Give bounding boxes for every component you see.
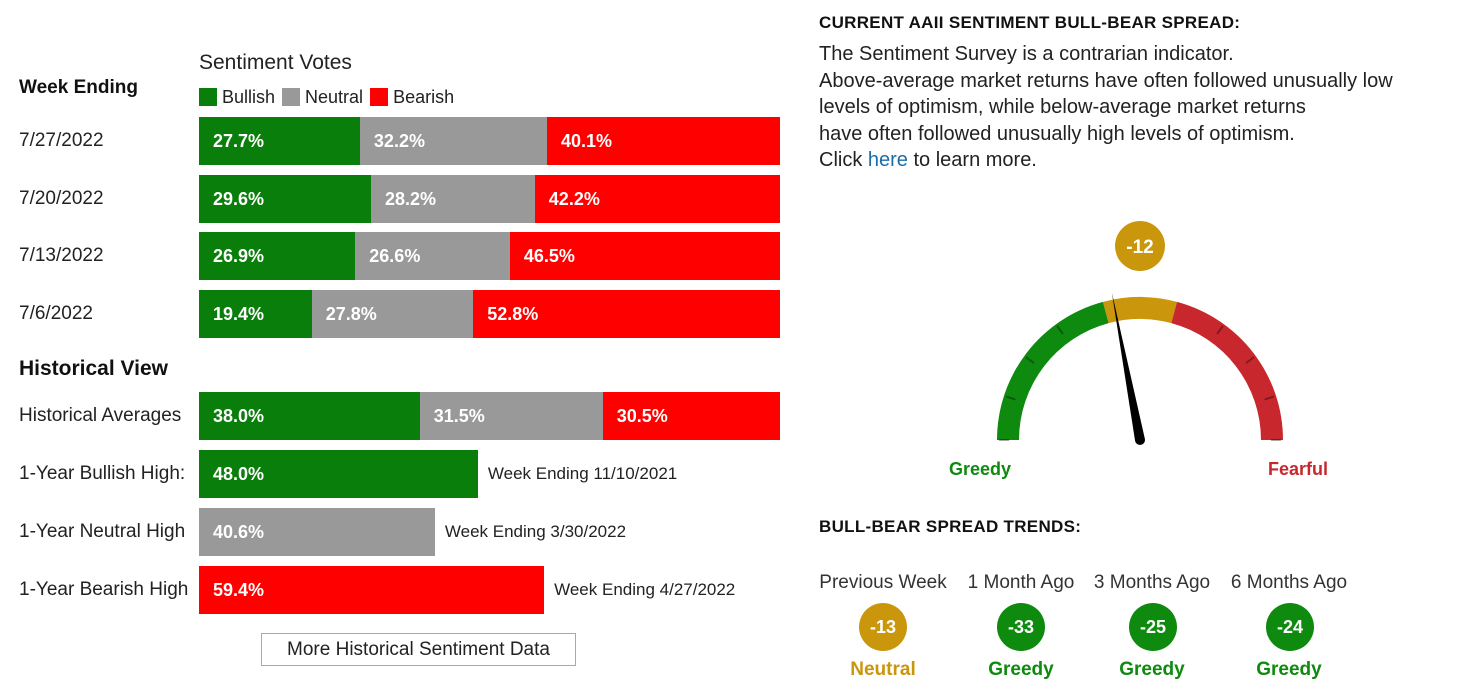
sentiment-votes-title: Sentiment Votes bbox=[199, 51, 352, 74]
gauge-fearful-label: Fearful bbox=[1268, 459, 1328, 479]
legend-item-bearish: Bearish bbox=[370, 87, 454, 108]
trend-value-previous-week: -13 bbox=[859, 603, 907, 651]
stacked-bar-7-13-2022: 26.9% 26.6% 46.5% bbox=[199, 232, 780, 280]
stacked-bar-7-27-2022: 27.7% 32.2% 40.1% bbox=[199, 117, 780, 165]
high-bar-value: 40.6% bbox=[199, 508, 435, 556]
gauge-tick bbox=[1005, 395, 1016, 401]
high-week-note: Week Ending 3/30/2022 bbox=[444, 522, 627, 541]
trend-status-1-month: Greedy bbox=[988, 659, 1054, 680]
legend-item-neutral: Neutral bbox=[282, 87, 363, 108]
stacked-bar-7-6-2022: 19.4% 27.8% 52.8% bbox=[199, 290, 780, 338]
bearish-segment: 30.5% bbox=[602, 392, 780, 440]
neutral-segment: 32.2% bbox=[359, 117, 547, 165]
bullish-segment: 29.6% bbox=[199, 175, 371, 223]
desc-click-text: Click bbox=[819, 149, 868, 171]
historical-view-title: Historical View bbox=[19, 357, 169, 380]
row-label-1-year-bullish-high: 1-Year Bullish High: bbox=[19, 463, 186, 484]
row-label-1-year-neutral-high: 1-Year Neutral High bbox=[19, 521, 186, 542]
high-bar-value: 59.4% bbox=[199, 566, 545, 614]
greedy-arc bbox=[997, 301, 1109, 440]
row-label-7-13-2022: 7/13/2022 bbox=[19, 245, 104, 266]
stacked-bar-7-20-2022: 29.6% 28.2% 42.2% bbox=[199, 175, 780, 223]
row-label-7-27-2022: 7/27/2022 bbox=[19, 130, 104, 151]
trend-value-1-month: -33 bbox=[997, 603, 1045, 651]
row-label-7-6-2022: 7/6/2022 bbox=[19, 303, 93, 324]
legend-label-bullish: Bullish bbox=[222, 86, 276, 107]
high-bar-1-year-bearish-high: 59.4% bbox=[199, 566, 545, 614]
trend-period-previous-week: Previous Week bbox=[819, 572, 947, 593]
legend-label-neutral: Neutral bbox=[305, 86, 364, 107]
neutral-swatch bbox=[282, 88, 301, 106]
week-ending-header: Week Ending bbox=[19, 77, 138, 98]
neutral-segment: 26.6% bbox=[355, 232, 510, 280]
bull-bear-spread-title: CURRENT AAII SENTIMENT BULL-BEAR SPREAD: bbox=[819, 13, 1241, 32]
gauge-tick bbox=[1245, 356, 1255, 364]
legend: Bullish Neutral Bearish bbox=[199, 86, 461, 108]
desc-line-4: Click here to learn more. bbox=[819, 147, 1449, 174]
bearish-segment: 46.5% bbox=[509, 232, 780, 280]
desc-line-2: Above-average market returns have often … bbox=[819, 69, 1393, 119]
gauge-tick bbox=[1025, 356, 1035, 364]
high-bar-1-year-bullish-high: 48.0% bbox=[199, 450, 478, 498]
row-label-historical-averages: Historical Averages bbox=[19, 405, 182, 426]
trend-period-6-months: 6 Months Ago bbox=[1230, 572, 1348, 593]
row-label-1-year-bearish-high: 1-Year Bearish High bbox=[19, 579, 189, 600]
bullish-segment: 27.7% bbox=[199, 117, 360, 165]
bullish-segment: 26.9% bbox=[199, 232, 356, 280]
gauge-arcs bbox=[997, 297, 1283, 440]
neutral-segment: 31.5% bbox=[419, 392, 603, 440]
trend-status-previous-week: Neutral bbox=[850, 659, 916, 680]
high-bar-value: 48.0% bbox=[199, 450, 478, 498]
trend-value-3-months: -25 bbox=[1129, 603, 1177, 651]
high-bar-1-year-neutral-high: 40.6% bbox=[199, 508, 435, 556]
bearish-segment: 42.2% bbox=[534, 175, 780, 223]
legend-item-bullish: Bullish bbox=[199, 87, 275, 108]
bullish-segment: 19.4% bbox=[199, 290, 312, 338]
trend-period-3-months: 3 Months Ago bbox=[1093, 572, 1211, 593]
fearful-arc bbox=[1171, 301, 1283, 440]
trend-period-1-month: 1 Month Ago bbox=[967, 572, 1075, 593]
gauge-greedy-label: Greedy bbox=[949, 459, 1011, 479]
desc-line-3: have often followed unusually high level… bbox=[819, 122, 1295, 145]
gauge-tick bbox=[1056, 325, 1064, 335]
legend-label-bearish: Bearish bbox=[393, 86, 455, 107]
trends-title: BULL-BEAR SPREAD TRENDS: bbox=[819, 517, 1082, 536]
spread-gauge: -12 Greedy Fearful bbox=[949, 221, 1328, 479]
trend-status-6-months: Greedy bbox=[1256, 659, 1322, 680]
row-label-7-20-2022: 7/20/2022 bbox=[19, 188, 104, 209]
gauge-tick bbox=[1264, 395, 1275, 401]
neutral-segment: 27.8% bbox=[311, 290, 474, 338]
gauge-needle bbox=[1111, 292, 1145, 441]
bearish-segment: 40.1% bbox=[547, 117, 780, 165]
desc-after-text: to learn more. bbox=[907, 149, 1037, 171]
contrarian-description: The Sentiment Survey is a contrarian ind… bbox=[819, 41, 1449, 174]
bearish-swatch bbox=[370, 88, 389, 106]
gauge-value-label: -12 bbox=[1126, 237, 1153, 258]
high-week-note: Week Ending 4/27/2022 bbox=[554, 580, 736, 599]
learn-more-link[interactable]: here bbox=[867, 149, 908, 171]
trend-value-6-months: -24 bbox=[1266, 603, 1314, 651]
desc-line-1: The Sentiment Survey is a contrarian ind… bbox=[819, 43, 1234, 65]
neutral-arc bbox=[1102, 297, 1178, 324]
more-historical-data-button[interactable]: More Historical Sentiment Data bbox=[261, 633, 576, 666]
neutral-segment: 28.2% bbox=[370, 175, 535, 223]
stacked-bar-historical-averages: 38.0% 31.5% 30.5% bbox=[199, 392, 780, 440]
trend-status-3-months: Greedy bbox=[1119, 659, 1185, 680]
bullish-swatch bbox=[199, 88, 217, 106]
bearish-segment: 52.8% bbox=[473, 290, 780, 338]
high-week-note: Week Ending 11/10/2021 bbox=[487, 464, 678, 483]
bullish-segment: 38.0% bbox=[199, 392, 420, 440]
gauge-tick bbox=[1216, 325, 1224, 335]
gauge-value-circle bbox=[1115, 221, 1165, 271]
